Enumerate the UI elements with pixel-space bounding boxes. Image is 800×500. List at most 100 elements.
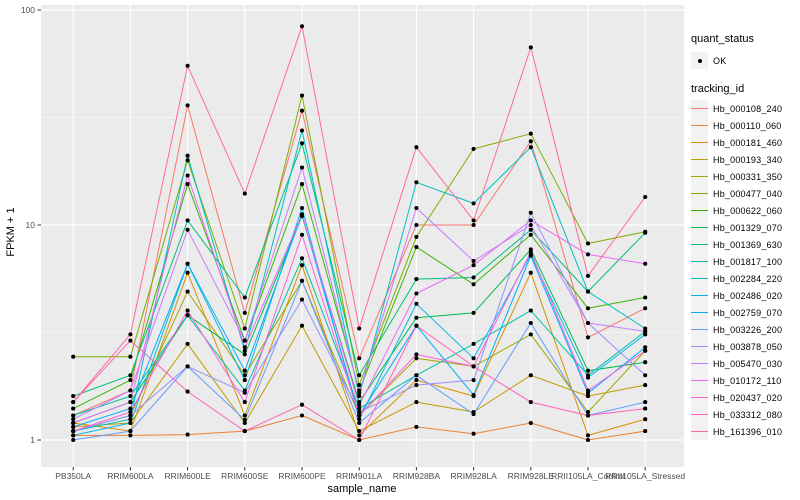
tracking-id-legend-items: Hb_000108_240 Hb_000110_060 Hb_000181_460 H…: [691, 100, 799, 440]
legend-key-line: [691, 141, 708, 144]
y-tick-label: 100: [21, 5, 35, 15]
legend-key-box: [691, 253, 708, 270]
legend-item-Hb_020437_020: Hb_020437_020: [691, 389, 799, 406]
y-tick-label: 1: [30, 435, 35, 445]
legend-item-Hb_000110_060: Hb_000110_060: [691, 117, 799, 134]
legend-item-ok: OK: [691, 52, 799, 69]
legend-item-Hb_000193_340: Hb_000193_340: [691, 151, 799, 168]
legend-key-line: [691, 107, 708, 110]
tracking-id-legend-title: tracking_id: [691, 83, 745, 95]
legend-item-Hb_001329_070: Hb_001329_070: [691, 219, 799, 236]
legend-key-box: [691, 52, 708, 69]
legend-item-label: Hb_000181_460: [713, 137, 783, 148]
legend-key-box: [691, 168, 708, 185]
legend-item-label: Hb_000108_240: [713, 103, 783, 114]
legend-key-line: [691, 158, 708, 161]
legend-item-label: Hb_001369_630: [713, 239, 783, 250]
legend-item-Hb_003878_050: Hb_003878_050: [691, 338, 799, 355]
legend-item-Hb_000181_460: Hb_000181_460: [691, 134, 799, 151]
y-tick-label: 10: [26, 220, 36, 230]
legend-item-label: Hb_161396_010: [713, 426, 783, 437]
legend-key-line: [691, 430, 708, 433]
legend-key-box: [691, 134, 708, 151]
legend-item-Hb_033312_080: Hb_033312_080: [691, 406, 799, 423]
legend-item-label: Hb_010172_110: [713, 375, 782, 386]
legend-key-line: [691, 260, 708, 263]
x-tick-label: RRIM928BA: [393, 471, 441, 481]
legend-key-box: [691, 100, 708, 117]
legend-item-Hb_000622_060: Hb_000622_060: [691, 202, 799, 219]
point-marker-icon: [697, 58, 702, 63]
x-tick-label: RRIM928LA: [450, 471, 497, 481]
legend-item-Hb_010172_110: Hb_010172_110: [691, 372, 799, 389]
legend-item-label: Hb_002284_220: [713, 273, 783, 284]
legend-key-line: [691, 311, 708, 314]
legend-key-box: [691, 185, 708, 202]
legend-key-line: [691, 294, 708, 297]
legend: quant_status OK tracking_id Hb_000108_24…: [691, 33, 799, 440]
legend-key-line: [691, 192, 708, 195]
legend-key-box: [691, 406, 708, 423]
legend-item-Hb_000331_350: Hb_000331_350: [691, 168, 799, 185]
legend-item-label: Hb_000110_060: [713, 120, 782, 131]
major-gridlines: [41, 9, 684, 441]
legend-item-Hb_002759_070: Hb_002759_070: [691, 304, 799, 321]
legend-item-label: Hb_000331_350: [713, 171, 783, 182]
legend-item-Hb_001817_100: Hb_001817_100: [691, 253, 799, 270]
legend-key-box: [691, 321, 708, 338]
legend-item-label: Hb_000622_060: [713, 205, 783, 216]
legend-item-label: OK: [713, 55, 727, 66]
x-tick-label: RRIM928LE: [508, 471, 555, 481]
legend-key-line: [691, 362, 708, 365]
legend-key-line: [691, 345, 708, 348]
legend-key-box: [691, 372, 708, 389]
x-tick-label: PB350LA: [55, 471, 91, 481]
legend-key-box: [691, 151, 708, 168]
legend-key-box: [691, 117, 708, 134]
x-tick-label: RRIM901LA: [336, 471, 383, 481]
legend-key-line: [691, 209, 708, 212]
legend-item-Hb_005470_030: Hb_005470_030: [691, 355, 799, 372]
legend-item-label: Hb_020437_020: [713, 392, 783, 403]
legend-key-line: [691, 396, 708, 399]
data-points: [71, 24, 648, 443]
legend-key-box: [691, 389, 708, 406]
x-tick-label: RRIM600LE: [164, 471, 211, 481]
legend-item-Hb_002486_020: Hb_002486_020: [691, 287, 799, 304]
y-axis-title: FPKM + 1: [5, 207, 17, 256]
legend-key-box: [691, 236, 708, 253]
legend-item-Hb_000108_240: Hb_000108_240: [691, 100, 799, 117]
legend-key-line: [691, 124, 708, 127]
legend-key-line: [691, 243, 708, 246]
legend-item-label: Hb_005470_030: [713, 358, 783, 369]
legend-item-Hb_161396_010: Hb_161396_010: [691, 423, 799, 440]
legend-key-line: [691, 379, 708, 382]
legend-item-label: Hb_033312_080: [713, 409, 783, 420]
legend-item-label: Hb_000193_340: [713, 154, 783, 165]
x-tick-label: RRIM600LA: [107, 471, 154, 481]
legend-item-label: Hb_003226_200: [713, 324, 783, 335]
x-tick-label: RRII105LA_Stressed: [605, 471, 685, 481]
x-tick-label: RRIM600SE: [221, 471, 269, 481]
axis-ticks: [37, 9, 646, 471]
legend-key-box: [691, 423, 708, 440]
legend-key-box: [691, 355, 708, 372]
legend-key-line: [691, 175, 708, 178]
legend-item-label: Hb_002486_020: [713, 290, 783, 301]
axis-tick-labels: 1 10 100 PB350LA RRIM600LA RRIM600LE RRIM600SE…: [21, 5, 686, 481]
quant-status-legend-title: quant_status: [691, 33, 754, 45]
legend-item-label: Hb_002759_070: [713, 307, 783, 318]
legend-item-Hb_002284_220: Hb_002284_220: [691, 270, 799, 287]
x-tick-label: RRII105LA_Control: [551, 471, 625, 481]
plot-canvas: 1 10 100 PB350LA RRIM600LA RRIM600LE RRIM600SE…: [5, 5, 686, 495]
legend-key-box: [691, 304, 708, 321]
legend-item-label: Hb_000477_040: [713, 188, 783, 199]
legend-item-Hb_001369_630: Hb_001369_630: [691, 236, 799, 253]
legend-key-line: [691, 277, 708, 280]
x-axis-title: sample_name: [327, 483, 396, 495]
legend-key-box: [691, 202, 708, 219]
legend-item-Hb_000477_040: Hb_000477_040: [691, 185, 799, 202]
x-tick-label: RRIM600PE: [278, 471, 326, 481]
legend-key-box: [691, 219, 708, 236]
